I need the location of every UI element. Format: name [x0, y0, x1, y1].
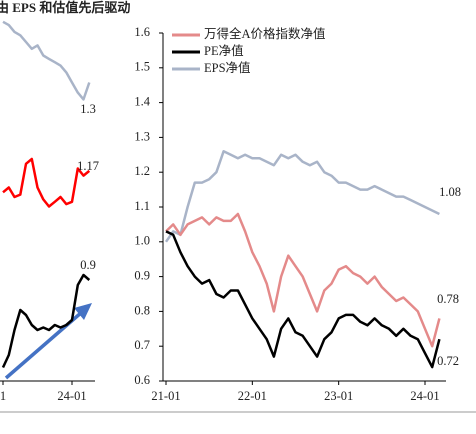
y-tick-label: 0.8: [134, 303, 150, 317]
legend-label: PE净值: [204, 43, 244, 58]
end-label: 1.3: [80, 102, 96, 116]
series-line: [2, 157, 91, 208]
y-tick-label: 1.4: [134, 94, 150, 108]
series-line: [165, 212, 441, 348]
y-tick-label: 1.5: [134, 60, 150, 74]
y-tick-label: 1.2: [134, 164, 150, 178]
series-line: [165, 230, 441, 369]
x-tick-label: 21-01: [151, 389, 180, 403]
y-tick-label: 0.9: [134, 268, 150, 282]
x-tick-label: 22-01: [238, 389, 267, 403]
y-tick-label: 1.6: [134, 25, 150, 39]
x-tick-label: 1: [0, 389, 6, 403]
x-tick-label: 23-01: [324, 389, 353, 403]
end-label: 0.72: [437, 354, 459, 368]
y-tick-label: 1.1: [134, 199, 150, 213]
end-label: 1.08: [439, 185, 461, 199]
chart-title: 由 EPS 和估值先后驱动: [0, 0, 130, 15]
series-line: [1, 273, 91, 369]
series-line: [2, 20, 91, 101]
y-tick-label: 0.6: [134, 373, 150, 387]
y-tick-label: 0.7: [134, 338, 150, 352]
end-label: 0.78: [437, 292, 459, 306]
legend-label: EPS净值: [204, 60, 251, 75]
x-tick-label: 24-01: [410, 389, 439, 403]
x-tick-label: 24-01: [57, 389, 86, 403]
end-label: 1.17: [77, 159, 99, 173]
end-label: 0.9: [80, 258, 96, 272]
series-line: [164, 150, 440, 243]
legend-label: 万得全A价格指数净值: [204, 26, 326, 41]
y-tick-label: 1.0: [134, 234, 150, 248]
y-tick-label: 1.3: [134, 129, 150, 143]
